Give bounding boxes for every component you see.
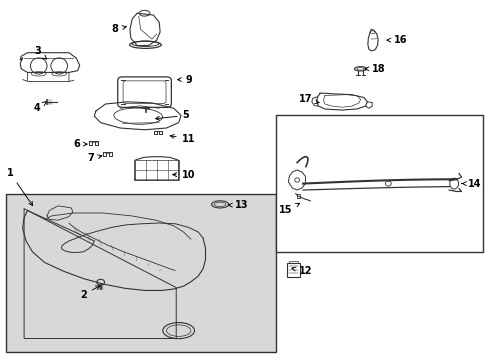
Bar bbox=[276, 116, 483, 252]
Bar bbox=[5, 194, 276, 352]
Text: 18: 18 bbox=[364, 64, 385, 74]
Text: 6: 6 bbox=[73, 139, 87, 149]
Text: 17: 17 bbox=[298, 94, 319, 104]
Bar bbox=[287, 263, 299, 277]
Text: 16: 16 bbox=[386, 35, 407, 45]
Text: 8: 8 bbox=[112, 24, 126, 35]
Text: 2: 2 bbox=[80, 286, 100, 300]
Text: 3: 3 bbox=[34, 46, 46, 59]
Bar bbox=[135, 160, 178, 180]
Text: 11: 11 bbox=[170, 134, 195, 144]
Text: 4: 4 bbox=[34, 102, 46, 113]
Text: 13: 13 bbox=[228, 200, 248, 210]
Text: 5: 5 bbox=[155, 111, 189, 121]
Text: 9: 9 bbox=[177, 75, 191, 85]
Text: 10: 10 bbox=[172, 170, 195, 180]
Text: 7: 7 bbox=[87, 153, 102, 163]
Text: 12: 12 bbox=[291, 266, 311, 276]
Text: 1: 1 bbox=[6, 168, 33, 206]
Text: 14: 14 bbox=[461, 179, 480, 189]
Bar bbox=[288, 261, 298, 263]
FancyBboxPatch shape bbox=[118, 77, 171, 107]
Text: 15: 15 bbox=[279, 203, 299, 216]
